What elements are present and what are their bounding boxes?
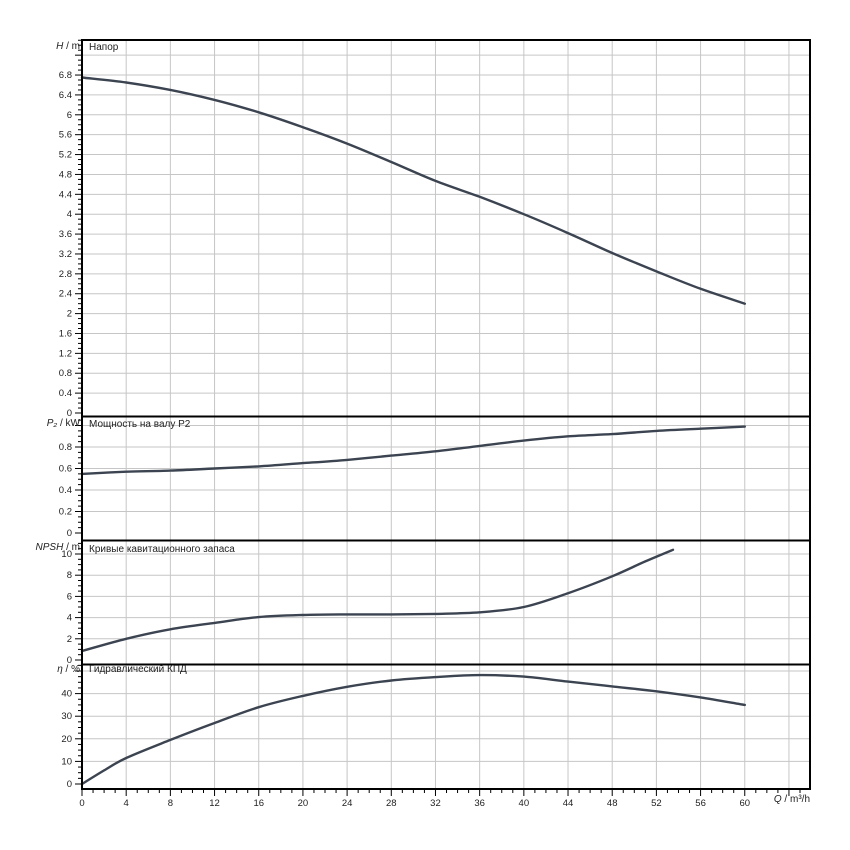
- y-tick-label: 6.8: [59, 70, 72, 81]
- y-tick-label: 4: [67, 209, 72, 220]
- flow-axis-label: Q / m³/h: [773, 794, 810, 805]
- x-tick-label: 8: [168, 798, 173, 809]
- y-tick-label: 20: [61, 734, 72, 745]
- y-tick-label: 2: [67, 309, 72, 320]
- y-tick-label: 2.8: [59, 269, 72, 280]
- power-panel-title: Мощность на валу P2: [89, 419, 191, 430]
- x-tick-label: 32: [430, 798, 441, 809]
- y-tick-label: 0.4: [59, 485, 72, 496]
- y-tick-label: 0.8: [59, 368, 72, 379]
- y-tick-label: 5.2: [59, 150, 72, 161]
- y-tick-label: 0: [67, 408, 72, 419]
- y-tick-label: 6.4: [59, 90, 72, 101]
- y-tick-label: 2.4: [59, 289, 72, 300]
- y-tick-label: 4: [67, 613, 72, 624]
- y-tick-label: 1.2: [59, 348, 72, 359]
- head-axis-label: H / m: [56, 41, 80, 52]
- npsh-panel-title: Кривые кавитационного запаса: [89, 544, 235, 555]
- y-tick-label: 8: [67, 570, 72, 581]
- y-tick-label: 0: [67, 528, 72, 539]
- y-tick-label: 3.6: [59, 229, 72, 240]
- x-tick-label: 28: [386, 798, 397, 809]
- efficiency-curve: [80, 673, 746, 786]
- y-tick-label: 3.2: [59, 249, 72, 260]
- y-tick-label: 0: [67, 655, 72, 666]
- x-tick-label: 60: [739, 798, 750, 809]
- x-tick-label: 4: [124, 798, 129, 809]
- x-tick-label: 12: [209, 798, 220, 809]
- y-tick-label: 30: [61, 711, 72, 722]
- x-tick-label: 40: [519, 798, 530, 809]
- y-tick-label: 10: [61, 549, 72, 560]
- efficiency-axis-label: η / %: [57, 664, 80, 675]
- x-tick-label: 44: [563, 798, 574, 809]
- y-tick-label: 4.4: [59, 189, 72, 200]
- y-tick-label: 6: [67, 591, 72, 602]
- power-axis-label: P₂ / kW: [46, 418, 80, 429]
- x-tick-label: 48: [607, 798, 618, 809]
- power-curve: [80, 425, 746, 476]
- head-curve: [80, 76, 746, 305]
- x-tick-label: 20: [298, 798, 309, 809]
- chart-border: [81, 39, 811, 790]
- y-tick-label: 0.2: [59, 507, 72, 518]
- y-tick-label: 1.6: [59, 328, 72, 339]
- y-tick-label: 0: [67, 779, 72, 790]
- y-tick-label: 40: [61, 689, 72, 700]
- y-tick-label: 10: [61, 756, 72, 767]
- x-tick-label: 52: [651, 798, 662, 809]
- y-tick-label: 6: [67, 110, 72, 121]
- y-tick-label: 2: [67, 634, 72, 645]
- y-tick-label: 0.4: [59, 388, 72, 399]
- y-tick-label: 5.6: [59, 130, 72, 141]
- head-panel-title: Напор: [89, 42, 119, 53]
- x-tick-label: 0: [79, 798, 84, 809]
- y-tick-label: 4.8: [59, 169, 72, 180]
- efficiency-panel-title: Гидравлический КПД: [89, 664, 187, 675]
- npsh-curve: [80, 548, 675, 653]
- x-tick-label: 24: [342, 798, 353, 809]
- npsh-axis-label: NPSH / m: [35, 542, 80, 553]
- y-tick-label: 0.8: [59, 442, 72, 453]
- x-tick-label: 36: [474, 798, 485, 809]
- x-tick-label: 56: [695, 798, 706, 809]
- x-tick-label: 16: [253, 798, 264, 809]
- y-tick-label: 0.6: [59, 464, 72, 475]
